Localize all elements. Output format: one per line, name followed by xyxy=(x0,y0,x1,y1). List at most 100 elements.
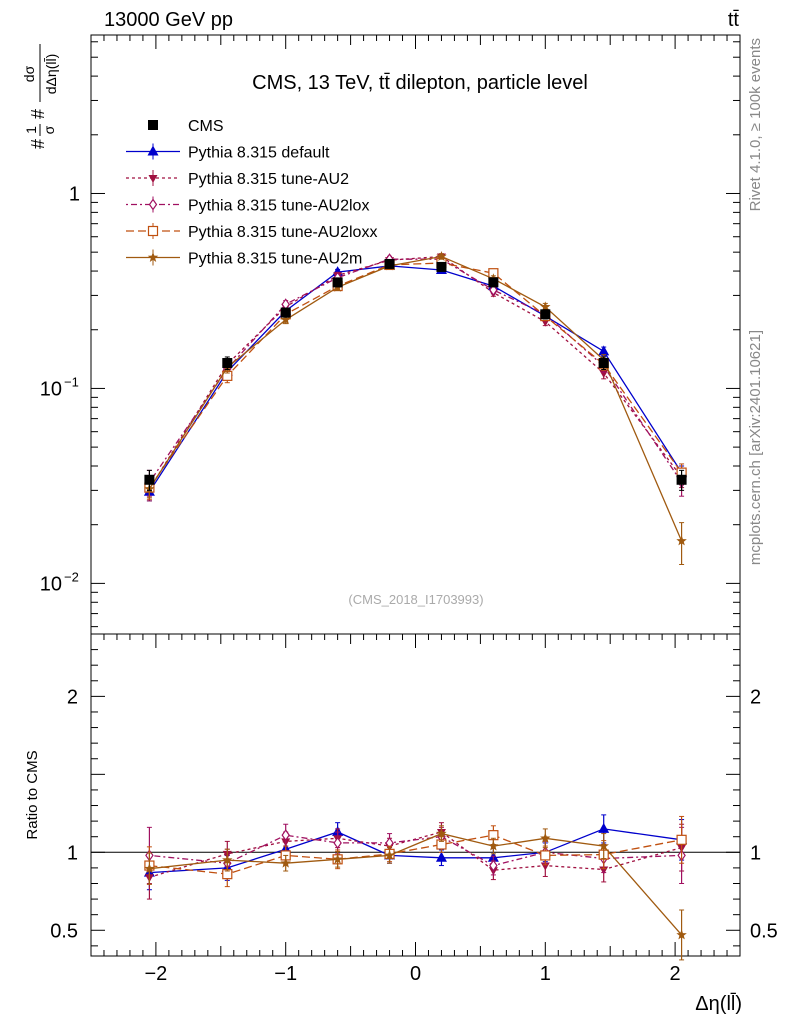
series-line xyxy=(149,828,682,874)
data-point xyxy=(676,929,687,940)
data-point xyxy=(280,857,291,868)
data-point xyxy=(598,822,610,833)
legend-label: Pythia 8.315 tune-AU2lox xyxy=(188,198,369,215)
data-point xyxy=(333,836,342,849)
legend-marker xyxy=(147,145,159,156)
ratio-axis-ticks xyxy=(91,634,740,956)
legend-marker xyxy=(148,120,158,130)
legend-item: Pythia 8.315 tune-AU2m xyxy=(126,249,362,268)
x-tick-label: 1 xyxy=(540,963,551,985)
ratio-y-tick-label: 0.5 xyxy=(50,920,78,942)
legend-item: Pythia 8.315 tune-AU2 xyxy=(126,170,349,188)
ratio-panel-frame xyxy=(90,633,741,957)
x-tick-label: −1 xyxy=(274,963,297,985)
main-y-tick-exponent: −2 xyxy=(64,569,79,584)
series-line xyxy=(149,834,682,875)
x-tick-label: 0 xyxy=(410,963,421,985)
data-point xyxy=(676,474,687,485)
data-point xyxy=(676,535,687,546)
legend-marker xyxy=(147,225,159,237)
x-tick-labels: −2 −1 0 1 2 xyxy=(144,963,680,985)
series-pythia-8-315-tune-au2m xyxy=(144,251,687,565)
data-point xyxy=(436,828,447,839)
ylabel-prefix: # xyxy=(28,139,48,149)
legend-label: Pythia 8.315 tune-AU2loxx xyxy=(188,224,377,241)
data-point xyxy=(540,832,551,843)
main-axis-ticks xyxy=(91,35,740,628)
data-point xyxy=(280,314,291,325)
data-point xyxy=(540,309,551,320)
ratio-y-tick-labels: 0.5 0.5 1 1 2 2 xyxy=(50,686,778,942)
legend-item: CMS xyxy=(148,118,224,135)
ratio-y-tick-label-right: 0.5 xyxy=(750,920,778,942)
chart-title: CMS, 13 TeV, tt̄ dilepton, particle leve… xyxy=(252,72,588,94)
legend-item: Pythia 8.315 tune-AU2loxx xyxy=(126,223,377,241)
x-tick-label: 2 xyxy=(670,963,681,985)
header-left-label: 13000 GeV pp xyxy=(104,9,233,31)
series-line xyxy=(149,831,682,878)
header-right-label: tt̄ xyxy=(728,9,740,31)
main-y-tick-label: 10 xyxy=(40,573,62,595)
data-point xyxy=(280,307,291,318)
data-point xyxy=(489,859,498,872)
main-y-tick-label: 1 xyxy=(69,183,80,205)
x-tick-label: −2 xyxy=(144,963,167,985)
legend-item: Pythia 8.315 tune-AU2lox xyxy=(126,196,369,215)
rivet-label: Rivet 4.1.0, ≥ 100k events xyxy=(747,38,764,211)
series-line xyxy=(148,262,683,488)
ratio-y-axis-label: Ratio to CMS xyxy=(24,750,41,839)
main-y-tick-exponent: −1 xyxy=(64,374,79,389)
main-y-tick-label: 10 xyxy=(40,378,62,400)
data-point xyxy=(384,258,395,269)
data-point xyxy=(489,283,498,296)
x-axis-label: Δη(ll̄) xyxy=(695,992,742,1015)
ylabel-frac2-num: dσ xyxy=(21,65,37,82)
ratio-series-group xyxy=(143,814,688,961)
data-point xyxy=(435,851,447,862)
legend-marker xyxy=(147,252,159,262)
legend-label: Pythia 8.315 tune-AU2m xyxy=(188,251,362,268)
data-point xyxy=(436,251,447,261)
data-point xyxy=(540,850,551,861)
series-cms xyxy=(144,258,687,491)
legend-item: Pythia 8.315 default xyxy=(126,143,330,162)
main-y-tick-labels: 10 −210 −11 xyxy=(40,183,80,595)
ylabel-mid: # xyxy=(28,109,48,119)
main-y-axis-label: # 1 σ # dσ dΔη(ll̄) xyxy=(21,44,59,149)
data-point xyxy=(332,853,343,864)
series-pythia-8-315-tune-au2m xyxy=(144,825,687,961)
analysis-watermark: (CMS_2018_I1703993) xyxy=(348,592,483,607)
data-point xyxy=(222,358,233,369)
data-point xyxy=(488,277,499,288)
data-point xyxy=(332,277,343,288)
data-point xyxy=(488,840,499,851)
legend-marker xyxy=(148,198,158,211)
data-point xyxy=(144,474,155,485)
data-point xyxy=(281,829,290,842)
ratio-y-tick-label-right: 2 xyxy=(750,686,761,708)
legend-marker xyxy=(148,175,158,183)
ylabel-frac1-den: σ xyxy=(41,125,57,134)
data-point xyxy=(540,301,551,312)
ratio-y-tick-label: 2 xyxy=(67,686,78,708)
legend: CMS Pythia 8.315 default Pythia 8.315 tune… xyxy=(126,118,377,268)
legend-label: Pythia 8.315 tune-AU2 xyxy=(188,171,349,188)
ylabel-frac2-den: dΔη(ll̄) xyxy=(43,54,59,94)
series-line xyxy=(148,255,683,542)
data-point xyxy=(598,358,609,369)
data-point xyxy=(598,345,610,356)
ratio-y-tick-label-right: 1 xyxy=(750,842,761,864)
series-line xyxy=(148,255,683,490)
data-point xyxy=(144,863,155,874)
ratio-y-tick-label: 1 xyxy=(67,842,78,864)
data-point xyxy=(436,261,447,272)
data-point xyxy=(222,854,233,865)
data-point xyxy=(384,849,395,860)
main-series-group xyxy=(143,251,688,565)
legend-label: Pythia 8.315 default xyxy=(188,145,330,162)
series-line xyxy=(149,832,683,936)
data-point xyxy=(598,840,609,851)
mcplots-label: mcplots.cern.ch [arXiv:2401.10621] xyxy=(747,330,764,565)
